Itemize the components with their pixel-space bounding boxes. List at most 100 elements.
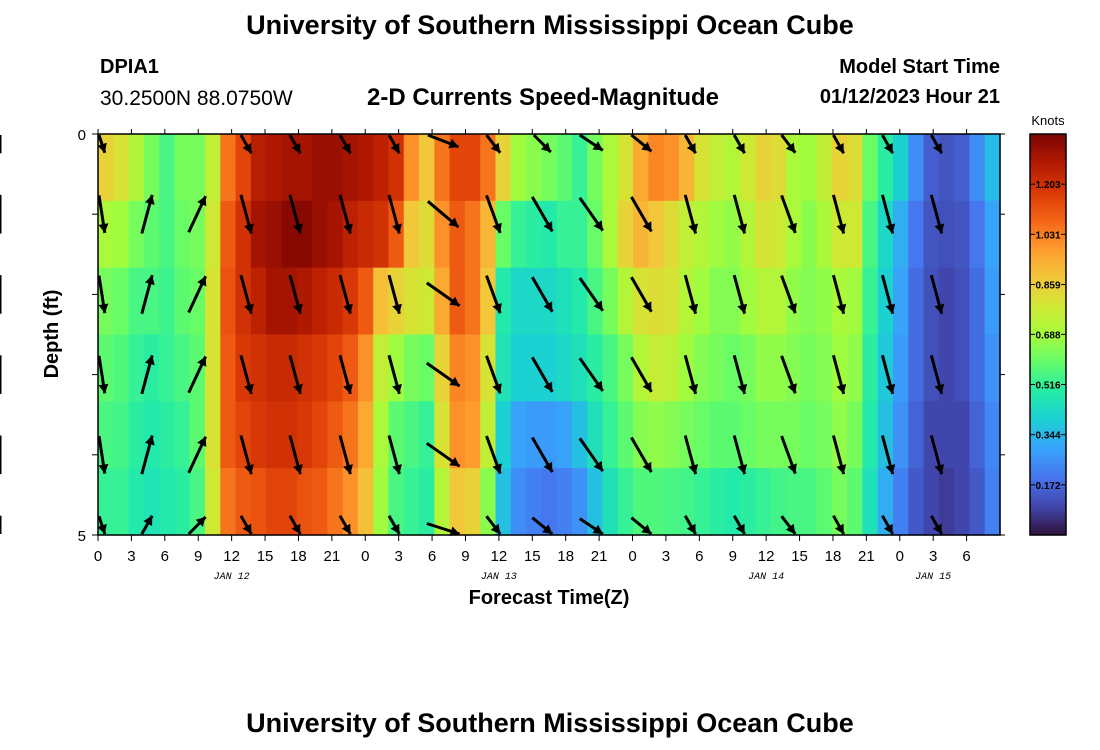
heatmap-cell (281, 334, 298, 402)
heatmap-cell (648, 334, 665, 402)
heatmap-cell (174, 200, 191, 269)
heatmap-cell (847, 134, 864, 202)
heatmap-cell (877, 468, 894, 536)
y-axis-label: Depth (ft) (41, 290, 63, 379)
current-arrow (97, 275, 109, 314)
heatmap-cell (556, 468, 573, 536)
heatmap-cell (403, 334, 420, 402)
heatmap-cell (617, 134, 634, 202)
heatmap-cell (495, 334, 512, 402)
heatmap-cell (495, 200, 512, 269)
heatmap-cell (862, 267, 879, 336)
current-arrow (929, 435, 945, 475)
heatmap-cell (357, 401, 374, 469)
heatmap-cell (602, 468, 619, 536)
heatmap-cell (113, 401, 130, 469)
heatmap-cell (510, 200, 527, 269)
heatmap-cell (113, 334, 130, 402)
heatmap-cell (969, 334, 986, 402)
heatmap-cell (740, 200, 756, 269)
current-arrow (187, 275, 207, 314)
current-arrow (187, 436, 207, 474)
colorbar: 1.203 1.031 0.859 0.688 0.516 0.344 0.172 (1029, 133, 1067, 536)
current-arrow (338, 134, 352, 155)
heatmap-cell (174, 134, 191, 202)
y-axis: 05 (78, 127, 1005, 545)
heatmap-cell (678, 267, 695, 336)
heatmap-cell (648, 200, 665, 269)
current-arrow (531, 196, 554, 233)
heatmap-cell (801, 134, 818, 202)
heatmap-cell (388, 200, 405, 269)
current-arrow (929, 194, 945, 234)
heatmap-cell (510, 267, 527, 336)
heatmap-cell (740, 134, 756, 202)
current-arrow (140, 514, 154, 535)
heatmap-cell (266, 267, 283, 336)
current-arrow (387, 354, 402, 395)
heatmap-cell (923, 134, 940, 202)
heatmap-cell (449, 134, 466, 202)
heatmap-cell (694, 200, 711, 269)
heatmap-cell (388, 334, 405, 402)
current-arrow (881, 134, 895, 155)
current-arrow (831, 435, 847, 475)
current-arrow (630, 356, 653, 393)
heatmap-cell (740, 401, 756, 469)
current-arrow (485, 194, 502, 234)
heatmap-cell (877, 401, 894, 469)
current-arrow (425, 281, 461, 308)
heatmap-cell (648, 468, 665, 536)
heatmap-cell (923, 267, 940, 336)
heatmap-cell (510, 334, 527, 402)
heatmap-cell (342, 468, 359, 536)
heatmap-cell (938, 267, 955, 336)
heatmap-cell (770, 267, 787, 336)
x-tick-label: 21 (858, 548, 875, 565)
heatmap-cell (785, 134, 802, 202)
x-tick-label: 6 (428, 548, 436, 565)
heatmap-cell (189, 134, 206, 202)
heatmap-cell (312, 134, 328, 202)
current-arrow (780, 275, 797, 314)
heatmap-cell (312, 267, 328, 336)
speed-heatmap (98, 134, 1001, 536)
heatmap-cell (633, 468, 649, 536)
heatmap-cell (571, 334, 588, 402)
heatmap-cell (969, 267, 986, 336)
heatmap-cell (419, 267, 435, 336)
heatmap-cell (984, 334, 1001, 402)
heatmap-cell (633, 134, 649, 202)
heatmap-cell (526, 468, 542, 536)
heatmap-cell (663, 267, 680, 336)
heatmap-cell (541, 200, 558, 269)
current-arrow (630, 436, 653, 473)
heatmap-cell (648, 401, 665, 469)
heatmap-cell (801, 401, 818, 469)
x-tick-label: 6 (962, 548, 970, 565)
heatmap-cell (617, 401, 634, 469)
heatmap-cell (205, 267, 221, 336)
heatmap-cell (220, 468, 237, 536)
heatmap-cell (220, 200, 237, 269)
heatmap-cell (587, 200, 604, 269)
current-arrow (387, 514, 401, 535)
current-arrow (532, 133, 552, 154)
heatmap-cell (220, 334, 237, 402)
heatmap-cell (403, 401, 420, 469)
heatmap-cell (724, 134, 741, 202)
current-arrow (832, 514, 846, 535)
heatmap-cell (571, 401, 588, 469)
heatmap-cell (220, 134, 237, 202)
heatmap-cell (434, 200, 451, 269)
current-arrow (387, 194, 402, 234)
heatmap-cell (98, 468, 114, 536)
heatmap-cell (296, 134, 313, 202)
heatmap-cell (755, 200, 772, 269)
heatmap-cell (128, 334, 145, 402)
heatmap-cell (296, 401, 313, 469)
x-tick-label: 12 (758, 548, 775, 565)
heatmap-cell (969, 134, 986, 202)
heatmap-cell (984, 134, 1001, 202)
heatmap-cell (128, 267, 145, 336)
